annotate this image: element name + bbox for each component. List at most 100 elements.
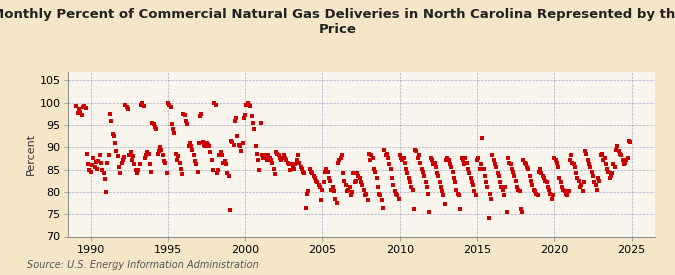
Point <box>519 161 530 165</box>
Point <box>418 170 429 174</box>
Point <box>167 127 178 132</box>
Point <box>293 153 304 158</box>
Point <box>256 153 267 158</box>
Point <box>414 153 425 158</box>
Point <box>263 153 274 158</box>
Point <box>242 101 253 105</box>
Point <box>178 112 189 116</box>
Point <box>92 167 103 171</box>
Point <box>333 161 344 165</box>
Point <box>85 170 96 174</box>
Point <box>434 180 445 184</box>
Point <box>326 188 337 192</box>
Point <box>99 176 110 181</box>
Point <box>255 120 266 125</box>
Point <box>113 165 124 170</box>
Point <box>304 167 315 171</box>
Point <box>275 156 286 161</box>
Point <box>402 171 413 175</box>
Point <box>176 167 186 171</box>
Point <box>601 167 612 171</box>
Point <box>604 175 615 180</box>
Point <box>123 107 134 112</box>
Point <box>198 143 209 147</box>
Point <box>460 156 471 161</box>
Point <box>133 167 144 172</box>
Point <box>161 171 172 175</box>
Point <box>202 143 213 147</box>
Point <box>181 118 192 123</box>
Point <box>205 150 216 154</box>
Point <box>423 192 433 196</box>
Point <box>321 167 331 171</box>
Point <box>315 184 325 189</box>
Y-axis label: Percent: Percent <box>26 133 35 175</box>
Point <box>371 175 382 180</box>
Point <box>249 127 260 132</box>
Point <box>126 158 137 162</box>
Point <box>312 180 323 184</box>
Point <box>543 184 554 189</box>
Point <box>309 175 320 180</box>
Point <box>188 153 199 158</box>
Point <box>241 103 252 107</box>
Point <box>560 189 570 193</box>
Point <box>84 167 95 172</box>
Point <box>258 156 269 161</box>
Point <box>136 103 146 107</box>
Point <box>225 138 236 143</box>
Point <box>544 188 555 192</box>
Point <box>595 153 606 158</box>
Point <box>125 150 136 154</box>
Point <box>151 127 162 132</box>
Point <box>546 196 557 201</box>
Point <box>111 149 122 153</box>
Point <box>454 193 464 198</box>
Point <box>237 141 248 145</box>
Point <box>537 174 548 178</box>
Point <box>208 167 219 172</box>
Point <box>533 170 544 174</box>
Point <box>580 149 591 153</box>
Point <box>428 162 439 166</box>
Point <box>473 156 484 161</box>
Point <box>556 180 566 184</box>
Point <box>288 165 298 170</box>
Point <box>397 158 408 162</box>
Point <box>196 112 207 116</box>
Point <box>435 184 446 189</box>
Point <box>79 104 90 108</box>
Point <box>117 158 128 162</box>
Point <box>400 161 410 165</box>
Point <box>489 162 500 166</box>
Point <box>405 180 416 184</box>
Point <box>522 165 533 170</box>
Point <box>587 174 598 178</box>
Point <box>240 113 250 117</box>
Point <box>376 198 387 202</box>
Point <box>187 147 198 152</box>
Point <box>549 156 560 161</box>
Point <box>465 175 476 180</box>
Point <box>228 143 239 147</box>
Point <box>420 180 431 184</box>
Point <box>510 178 521 183</box>
Point <box>122 105 132 109</box>
Point <box>562 193 572 198</box>
Point <box>221 162 232 166</box>
Point <box>137 101 148 105</box>
Point <box>532 193 543 198</box>
Point <box>82 162 93 166</box>
Point <box>475 162 486 166</box>
Point <box>551 161 562 165</box>
Point <box>393 196 404 201</box>
Point <box>416 167 427 171</box>
Point <box>329 189 340 193</box>
Point <box>509 174 520 178</box>
Point <box>281 158 292 162</box>
Point <box>152 152 163 156</box>
Point <box>620 161 630 165</box>
Point <box>246 114 257 118</box>
Point <box>259 153 270 158</box>
Point <box>374 192 385 196</box>
